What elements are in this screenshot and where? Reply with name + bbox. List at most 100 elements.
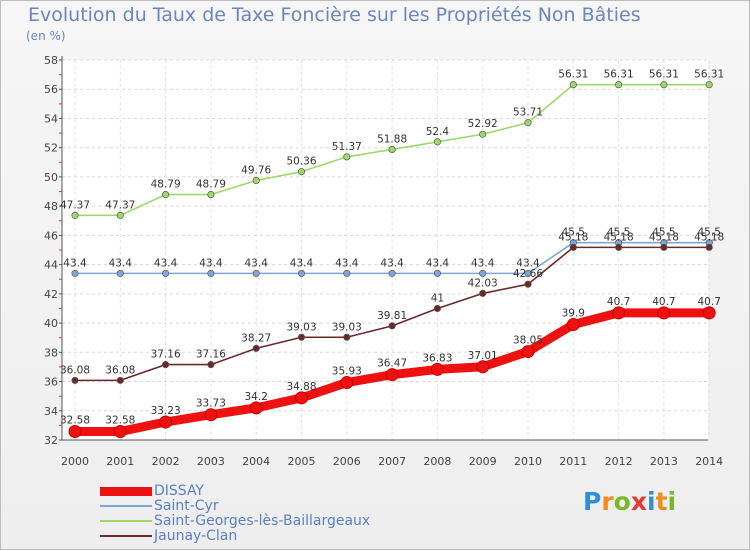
data-label: 52.4 — [426, 126, 450, 138]
data-point — [479, 269, 487, 277]
data-label: 49.76 — [241, 164, 271, 176]
data-point — [524, 269, 532, 277]
logo-letter: r — [601, 487, 614, 516]
data-label: 34.2 — [245, 391, 268, 403]
data-label: 40.7 — [607, 296, 630, 308]
data-label: 39.03 — [332, 321, 362, 333]
data-point — [657, 306, 671, 320]
data-label: 43.4 — [109, 257, 133, 269]
chart-title: Evolution du Taux de Taxe Foncière sur l… — [28, 4, 641, 26]
y-tick-label: 38 — [44, 346, 58, 359]
legend-label: Jaunay-Clan — [154, 528, 238, 544]
logo-letter: o — [613, 487, 631, 516]
data-label: 35.93 — [332, 366, 362, 378]
data-point — [433, 269, 441, 277]
data-label: 34.88 — [286, 381, 316, 393]
data-label: 47.37 — [105, 199, 135, 211]
y-tick-label: 58 — [44, 54, 58, 67]
data-label: 43.4 — [471, 257, 495, 269]
data-label: 40.7 — [698, 296, 721, 308]
data-point — [116, 269, 124, 277]
data-label: 45.18 — [558, 231, 588, 243]
data-point — [524, 280, 532, 288]
data-point — [297, 333, 306, 341]
data-label: 48.79 — [196, 179, 226, 191]
data-point — [207, 361, 215, 369]
plot-area — [62, 60, 708, 440]
data-point — [705, 81, 713, 89]
data-point — [252, 344, 260, 352]
y-tick-label: 48 — [44, 200, 58, 213]
data-label: 41 — [431, 292, 444, 304]
data-point — [612, 306, 626, 320]
legend-label: DISSAY — [154, 483, 204, 499]
data-point — [479, 130, 487, 138]
logo-letter: i — [667, 487, 677, 516]
data-point — [68, 425, 82, 439]
data-point — [433, 304, 441, 313]
data-label: 36.83 — [422, 352, 452, 364]
series-saint-cyr: 43.4 43.4 43.4 43.4 43.4 43.4 43.4 43.4 43.4 43.4… — [63, 227, 721, 277]
data-label: 42.66 — [513, 268, 543, 280]
y-tick-label: 40 — [44, 317, 58, 330]
data-label: 37.01 — [468, 350, 498, 362]
legend-swatch — [100, 535, 152, 537]
data-point — [162, 191, 170, 199]
data-label: 36.08 — [105, 364, 135, 376]
y-tick-label: 56 — [44, 83, 58, 96]
data-point — [116, 376, 124, 384]
data-label: 45.5 — [698, 227, 721, 239]
data-label: 56.31 — [604, 69, 634, 81]
data-label: 47.37 — [60, 199, 90, 211]
data-point — [388, 322, 396, 330]
data-point — [521, 345, 535, 359]
y-tick-label: 50 — [44, 171, 58, 184]
data-point — [524, 119, 532, 127]
data-label: 37.16 — [151, 349, 181, 361]
data-point — [388, 269, 396, 277]
x-tick-label: 2001 — [106, 455, 134, 468]
data-point — [159, 415, 173, 429]
data-label: 43.4 — [380, 257, 404, 269]
x-tick-label: 2007 — [378, 455, 406, 468]
data-label: 56.31 — [694, 69, 724, 81]
data-label: 56.31 — [649, 69, 679, 81]
data-label: 32.58 — [60, 415, 90, 427]
data-point — [71, 376, 79, 384]
logo-letter: t — [655, 487, 668, 516]
data-label: 45.18 — [649, 231, 679, 243]
data-point — [343, 153, 351, 161]
logo-letter: P — [583, 487, 602, 516]
x-tick-label: 2000 — [61, 455, 89, 468]
legend-swatch — [100, 520, 152, 522]
y-tick-label: 34 — [44, 405, 58, 418]
data-point — [295, 391, 308, 405]
data-label: 32.58 — [105, 415, 135, 427]
legend-swatch — [100, 486, 152, 496]
data-point — [566, 318, 580, 332]
data-point — [207, 191, 215, 199]
data-label: 33.73 — [196, 398, 226, 410]
data-label: 45.5 — [607, 227, 630, 239]
data-point — [249, 401, 263, 415]
x-tick-label: 2010 — [514, 455, 542, 468]
data-point — [252, 176, 260, 184]
data-point — [385, 368, 399, 382]
x-tick-label: 2012 — [605, 455, 633, 468]
data-label: 45.18 — [694, 231, 724, 243]
data-point — [113, 425, 127, 439]
data-label: 42.03 — [468, 277, 498, 289]
data-label: 36.08 — [60, 364, 90, 376]
data-point — [388, 145, 396, 153]
data-point — [116, 211, 124, 219]
data-label: 43.4 — [154, 257, 178, 269]
x-tick-label: 2003 — [197, 455, 225, 468]
data-label: 38.05 — [513, 335, 543, 347]
data-point — [702, 306, 716, 320]
unit-label: (en %) — [26, 29, 66, 43]
x-tick-label: 2006 — [333, 455, 361, 468]
y-tick-label: 36 — [44, 376, 58, 389]
data-label: 43.4 — [63, 257, 87, 269]
data-label: 39.03 — [286, 321, 316, 333]
